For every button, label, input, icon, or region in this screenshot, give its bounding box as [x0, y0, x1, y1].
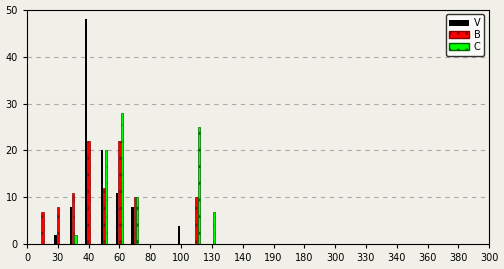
Bar: [85, 19, 87, 245]
Bar: [136, 197, 138, 245]
Bar: [134, 197, 136, 245]
Bar: [56, 207, 59, 245]
Bar: [120, 113, 123, 245]
Bar: [118, 141, 120, 245]
Bar: [54, 235, 56, 245]
Legend: V, B, C: V, B, C: [446, 15, 484, 56]
Bar: [198, 127, 200, 245]
Bar: [177, 226, 180, 245]
Bar: [70, 207, 72, 245]
Bar: [100, 150, 103, 245]
Bar: [41, 211, 43, 245]
Bar: [72, 193, 75, 245]
Bar: [132, 207, 134, 245]
Bar: [213, 211, 215, 245]
Bar: [105, 150, 107, 245]
Bar: [87, 141, 90, 245]
Bar: [75, 235, 77, 245]
Bar: [196, 197, 198, 245]
Bar: [103, 188, 105, 245]
Bar: [116, 193, 118, 245]
